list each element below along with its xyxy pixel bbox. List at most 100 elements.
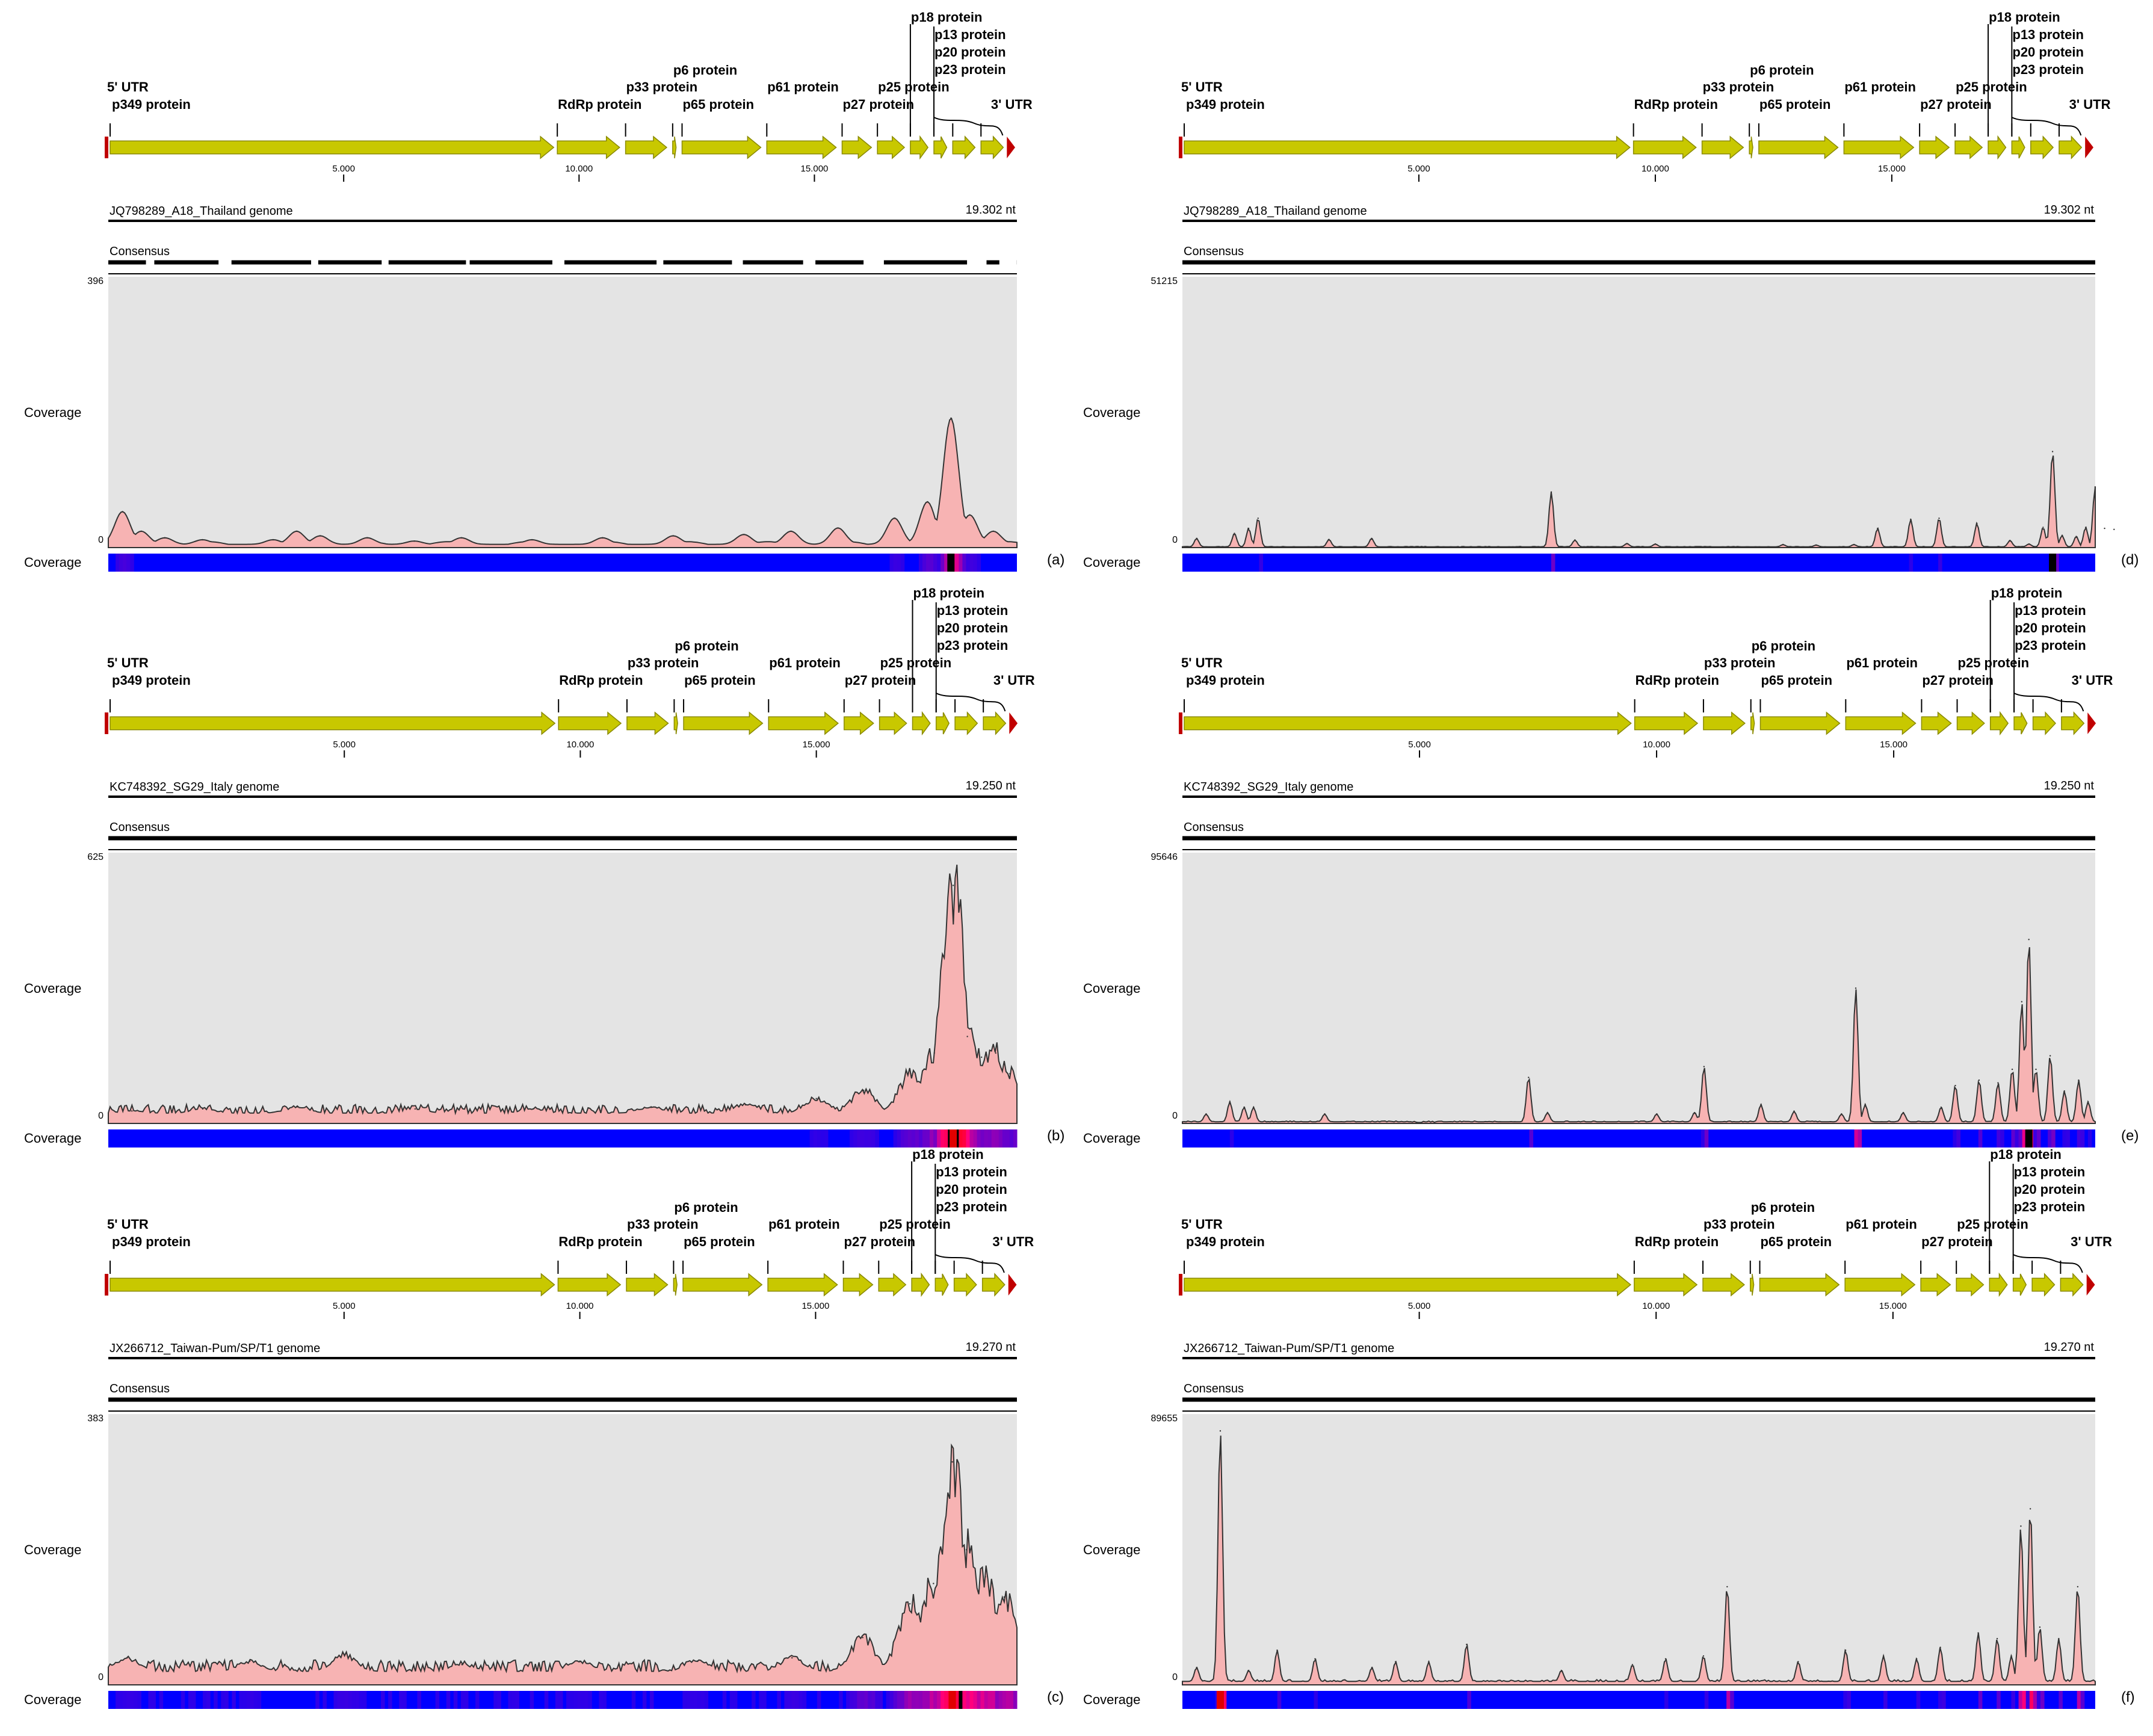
- heat-cell: [926, 1691, 930, 1709]
- heat-cell: [2018, 1691, 2023, 1709]
- heat-cell: [2000, 1129, 2004, 1148]
- axis-tick-label: 15.000: [1878, 164, 1906, 174]
- heat-cell: [846, 1691, 850, 1709]
- heat-cell: [911, 1691, 916, 1709]
- heat-cell: [893, 1691, 898, 1709]
- gene-arrow: [1633, 135, 1697, 159]
- panel-label: (d): [2121, 552, 2139, 568]
- heat-cell: [998, 1129, 1003, 1148]
- gene-arrow: [1956, 711, 1985, 735]
- heat-cell: [359, 1691, 363, 1709]
- gene-arrow: [1989, 711, 2009, 736]
- gene-arrow: [911, 1272, 930, 1297]
- gene-arrow: [1184, 1273, 1632, 1297]
- heat-label: Coverage: [1083, 555, 1140, 570]
- heat-cell: [588, 1691, 592, 1709]
- gene-arrow: [1921, 711, 1952, 735]
- heat-cell: [381, 1691, 385, 1709]
- heat-cell: [152, 1691, 156, 1709]
- y-max-label: 51215: [1151, 276, 1178, 286]
- heat-cell: [817, 1691, 821, 1709]
- gene-arrow: [1701, 135, 1744, 159]
- heat-label: Coverage: [1083, 1131, 1140, 1146]
- heat-cell: [966, 554, 970, 572]
- label-p27: p27 protein: [845, 673, 916, 688]
- label-utr5: 5' UTR: [1181, 655, 1223, 670]
- coverage-peak: [2077, 1586, 2079, 1588]
- coverage-peak: [1247, 527, 1250, 530]
- coverage-peak: [1395, 1661, 1397, 1663]
- heat-cell: [969, 1691, 974, 1709]
- label-p349: p349 protein: [1186, 673, 1265, 688]
- label-p20: p20 protein: [2015, 620, 2086, 635]
- heat-cell: [955, 1129, 959, 1148]
- heat-cell: [879, 1691, 883, 1709]
- label-p20: p20 protein: [2012, 45, 2084, 60]
- axis-tick-label: 15.000: [802, 1301, 829, 1311]
- heat-cell: [1259, 554, 1263, 572]
- heat-cell: [987, 1129, 992, 1148]
- gene-arrow: [980, 135, 1004, 159]
- label-utr5: 5' UTR: [107, 1217, 149, 1232]
- heat-cell: [1664, 1691, 1669, 1709]
- coverage-peak: [1664, 1658, 1667, 1660]
- plot-area: [108, 853, 1017, 1123]
- heat-cell: [130, 1691, 134, 1709]
- heat-cell: [1854, 1129, 1859, 1148]
- heat-cell: [962, 554, 966, 572]
- coverage-peak: [1550, 491, 1552, 493]
- heat-cell: [1953, 1129, 1957, 1148]
- coverage-peak: [249, 1660, 251, 1662]
- heat-cell: [944, 554, 948, 572]
- coverage-peak: [319, 535, 321, 537]
- heat-cell: [530, 1691, 534, 1709]
- panel-b: 5.000 10.000 15.000 5' UTR p349 protein RdRp …: [24, 585, 1064, 1148]
- heat-cell: [348, 1691, 353, 1709]
- y-axis-label: Coverage: [24, 981, 81, 996]
- heat-cell: [1002, 1129, 1007, 1148]
- heat-cell: [937, 1129, 941, 1148]
- label-p27: p27 protein: [844, 1234, 916, 1249]
- heat-cell: [2077, 1129, 2081, 1148]
- label-p25: p25 protein: [1956, 79, 2027, 94]
- heat-cell: [1909, 554, 1914, 572]
- label-p18: p18 protein: [1991, 585, 2063, 601]
- heat-cell: [1883, 1691, 1888, 1709]
- coverage-peak: [672, 535, 674, 537]
- heat-cell: [497, 1691, 501, 1709]
- heat-cell: [399, 1691, 403, 1709]
- heat-cell: [980, 1691, 985, 1709]
- coverage-peak: [2029, 1508, 2031, 1510]
- heat-cell: [475, 1691, 480, 1709]
- label-p27: p27 protein: [1922, 673, 1994, 688]
- heat-cell: [941, 554, 945, 572]
- coverage-peak: [461, 1664, 463, 1666]
- heat-cell: [1978, 1129, 1983, 1148]
- genome-name: JQ798289_A18_Thailand genome: [1184, 205, 1367, 218]
- genome-name: JX266712_Taiwan-Pum/SP/T1 genome: [1184, 1342, 1394, 1355]
- panel-label: (c): [1047, 1689, 1064, 1705]
- coverage-peak: [1371, 1667, 1373, 1669]
- heat-cell: [922, 1129, 927, 1148]
- coverage-peak: [296, 1106, 298, 1108]
- label-p61: p61 protein: [767, 79, 839, 94]
- heat-cell: [2018, 1129, 2023, 1148]
- coverage-peak: [791, 1657, 793, 1659]
- coverage-peak: [202, 1108, 204, 1110]
- heat-label: Coverage: [24, 1131, 81, 1146]
- coverage-peak: [2010, 1655, 2012, 1657]
- heat-cell: [511, 1691, 516, 1709]
- gene-leader: [2013, 1254, 2083, 1273]
- label-p25: p25 protein: [880, 655, 952, 670]
- coverage-peak: [927, 501, 928, 503]
- label-p6: p6 protein: [675, 638, 738, 653]
- heat-cell: [460, 1691, 465, 1709]
- label-rdrp: RdRp protein: [559, 673, 643, 688]
- utr5-block: [105, 1274, 108, 1296]
- genome-length: 19.270 nt: [966, 1341, 1016, 1354]
- coverage-peak: [164, 537, 166, 539]
- heat-cell: [544, 1691, 549, 1709]
- heat-strip: [1182, 554, 2095, 572]
- label-p65: p65 protein: [1761, 673, 1832, 688]
